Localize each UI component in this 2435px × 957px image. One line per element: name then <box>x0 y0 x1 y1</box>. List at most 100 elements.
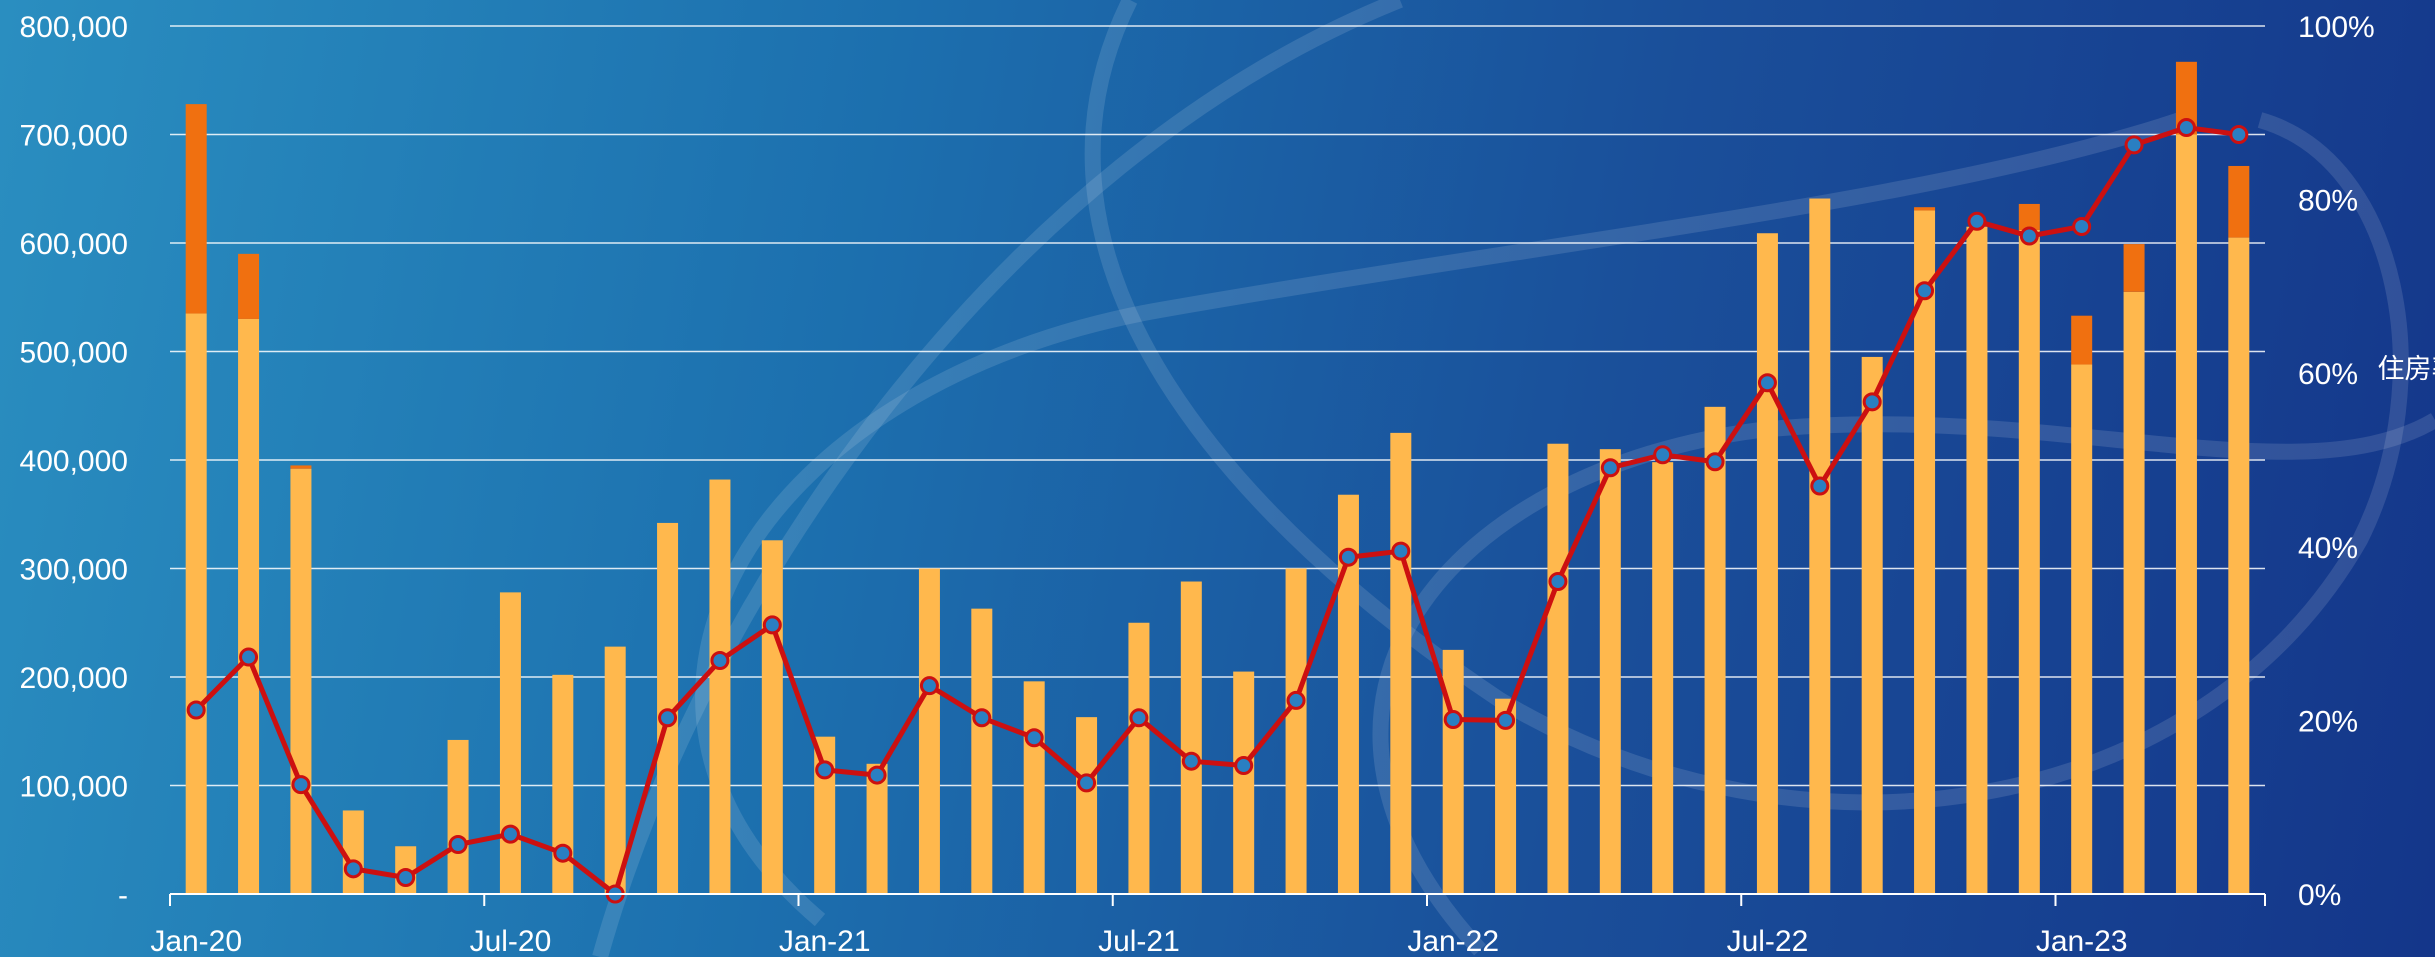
occupancy-point <box>658 708 678 728</box>
occupancy-point <box>2019 226 2039 246</box>
bar-segment-base <box>918 568 940 894</box>
y-tick-label: 800,000 <box>20 11 128 44</box>
occupancy-point <box>239 647 259 667</box>
bar-segment-top <box>185 104 207 314</box>
bar-segment-base <box>971 608 993 894</box>
occupancy-point <box>1600 458 1620 478</box>
occupancy-point <box>762 615 782 635</box>
bar-segment-base <box>2175 134 2197 894</box>
bar-segment-top <box>2175 61 2197 135</box>
bar-segment-base <box>1704 406 1726 894</box>
occupancy-point <box>186 700 206 720</box>
y-tick-label: - <box>118 879 128 912</box>
decor-curve-3 <box>1372 413 2435 956</box>
occupancy-point <box>1862 392 1882 412</box>
occupancy-point <box>1234 756 1254 776</box>
occupancy-point <box>1181 751 1201 771</box>
occupancy-point <box>1757 373 1777 393</box>
occupancy-point <box>291 775 311 795</box>
bar-segment-base <box>1076 717 1098 894</box>
occupancy-point <box>710 651 730 671</box>
bar-segment-base <box>1128 622 1150 894</box>
bar-segment-base <box>814 736 836 894</box>
occupancy-point <box>1129 708 1149 728</box>
bar-segment-base <box>1547 443 1569 894</box>
x-tick-label: Jan-21 <box>779 925 871 957</box>
y-tick-label: 400,000 <box>20 445 128 478</box>
bar-segment-base <box>552 674 574 894</box>
bar-segment-base <box>1180 581 1202 894</box>
bar-segment-base <box>238 318 260 894</box>
y2-tick-label: 80% <box>2298 185 2358 218</box>
bar-segment-top <box>1914 207 1936 211</box>
occupancy-point <box>396 868 416 888</box>
bar-segment-base <box>1914 210 1936 894</box>
occupancy-point <box>1810 476 1830 496</box>
occupancy-point <box>1024 728 1044 748</box>
y2-tick-label: 60% <box>2298 358 2358 391</box>
bar-segment-base <box>290 468 312 894</box>
bars-layer <box>185 61 2250 895</box>
y-tick-label: 100,000 <box>20 771 128 804</box>
occupancy-point <box>1496 710 1516 730</box>
line-layer <box>186 118 2249 904</box>
occupancy-point <box>919 676 939 696</box>
bar-segment-base <box>709 479 731 894</box>
bar-segment-base <box>2018 229 2040 895</box>
bar-segment-base <box>1285 568 1307 894</box>
bar-segment-top <box>290 465 312 469</box>
occupancy-point <box>448 835 468 855</box>
bar-segment-base <box>1861 356 1883 894</box>
occupancy-point <box>1338 547 1358 567</box>
axis-layer: - 100,000 200,000 300,000 400,000 500,000 600,… <box>20 11 2375 957</box>
bar-segment-base <box>1390 432 1412 894</box>
bar-segment-base <box>1756 233 1778 895</box>
occupancy-point <box>1915 281 1935 301</box>
bar-segment-base <box>447 739 469 894</box>
bar-segment-top <box>2018 203 2040 230</box>
bar-segment-base <box>1023 681 1045 894</box>
occupancy-point <box>1653 445 1673 465</box>
bar-segment-base <box>761 540 783 894</box>
y2-axis-title: 住房率 <box>2378 354 2435 385</box>
y-tick-label: 300,000 <box>20 554 128 587</box>
occupancy-point <box>1391 541 1411 561</box>
occupancy-point <box>815 760 835 780</box>
x-tick-label: Jul-21 <box>1098 925 1180 957</box>
occupancy-point <box>2124 135 2144 155</box>
y2-tick-label: 0% <box>2298 879 2341 912</box>
bar-segment-base <box>1809 198 1831 894</box>
bar-segment-base <box>2228 237 2250 894</box>
x-tick-label: Jan-23 <box>2036 925 2128 957</box>
y-tick-label: 200,000 <box>20 662 128 695</box>
bar-segment-base <box>499 592 521 894</box>
occupancy-point <box>1443 710 1463 730</box>
bar-segment-base <box>1233 671 1255 894</box>
occupancy-point <box>1077 773 1097 793</box>
x-tick-label: Jul-20 <box>470 925 552 957</box>
bar-segment-top <box>238 253 260 319</box>
y2-tick-label: 40% <box>2298 532 2358 565</box>
bar-segment-base <box>866 763 888 894</box>
x-tick-label: Jul-22 <box>1727 925 1809 957</box>
y-tick-label: 700,000 <box>20 120 128 153</box>
occupancy-point <box>867 765 887 785</box>
occupancy-point <box>2072 217 2092 237</box>
bar-segment-base <box>1966 226 1988 895</box>
x-tick-label: Jan-20 <box>150 925 242 957</box>
y-tick-label: 500,000 <box>20 337 128 370</box>
bar-segment-base <box>1599 449 1621 894</box>
bar-segment-base <box>185 313 207 894</box>
bar-segment-base <box>1495 698 1517 894</box>
occupancy-point <box>343 859 363 879</box>
y2-tick-label: 20% <box>2298 705 2358 738</box>
occupancy-point <box>2229 125 2249 144</box>
bar-segment-top <box>2071 315 2093 365</box>
bar-segment-top <box>2228 165 2250 238</box>
occupancy-point <box>500 824 520 844</box>
occupancy-point <box>553 843 573 863</box>
bar-segment-base <box>1442 649 1464 894</box>
occupancy-point <box>1548 572 1568 592</box>
